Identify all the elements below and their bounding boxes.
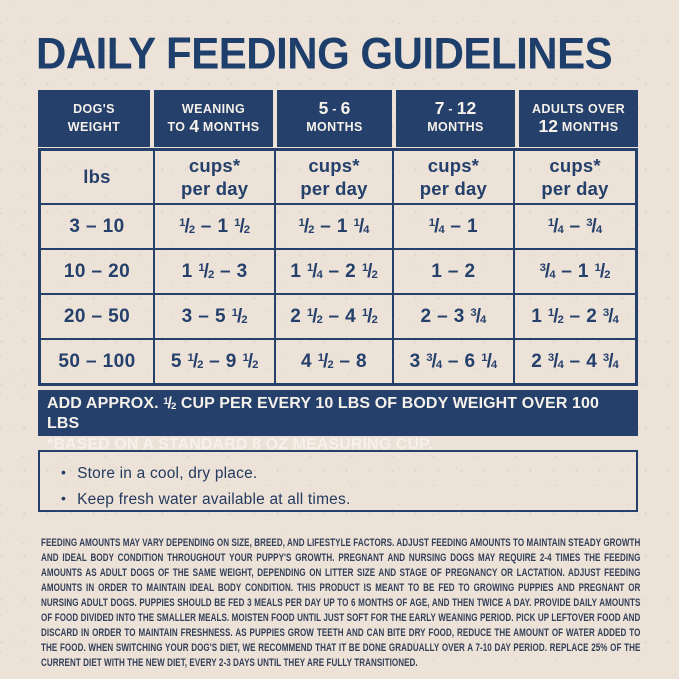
amount-cell: 1/4 – 3/4 <box>513 203 638 250</box>
units-row: lbs cups* per day cups* per day cups* pe… <box>38 148 638 205</box>
table-row: 3 – 10 1/2 – 1 1/2 1/2 – 1 1/4 1/4 – 1 1… <box>38 203 638 250</box>
cups-label: cups* <box>427 154 480 176</box>
list-item: • Keep fresh water available at all time… <box>61 487 626 513</box>
amount-cell: 2 1/2 – 4 1/2 <box>274 293 394 340</box>
table-row: 20 – 50 3 – 5 1/2 2 1/2 – 4 1/2 2 – 3 3/… <box>38 293 638 340</box>
tip-text: Keep fresh water available at all times. <box>77 490 351 508</box>
bullet-icon: • <box>61 489 67 506</box>
header-weaning-4-months: WEANING TO 4 MONTHS <box>154 90 273 147</box>
amount-cell: 3 – 5 1/2 <box>152 293 277 340</box>
header-line1: 5 - 6 <box>318 98 351 119</box>
header-5-6-months: 5 - 6 MONTHS <box>277 90 392 147</box>
unit-cell-cups: cups* per day <box>391 148 516 205</box>
header-line2: MONTHS <box>306 119 363 134</box>
header-line2: WEIGHT <box>67 119 121 134</box>
unit-cell-cups: cups* per day <box>513 148 638 205</box>
weight-cell: 3 – 10 <box>38 203 155 250</box>
amount-cell: 1 1/2 – 2 3/4 <box>513 293 638 340</box>
header-7-12-months: 7 - 12 MONTHS <box>396 90 515 147</box>
header-adults-over-12-months: ADULTS OVER 12 MONTHS <box>519 90 638 147</box>
amount-cell: 4 1/2 – 8 <box>274 338 394 386</box>
header-line2: TO 4 MONTHS <box>167 115 260 136</box>
per-day-label: per day <box>541 178 609 199</box>
cups-label: cups* <box>188 154 241 176</box>
footnote-bar: ADD APPROX. 1/2 CUP PER EVERY 10 LBS OF … <box>38 390 638 453</box>
cups-label: cups* <box>549 154 601 176</box>
per-day-label: per day <box>419 178 487 199</box>
amount-cell: 3 3/4 – 6 1/4 <box>391 338 516 386</box>
page-title: DAILY FEEDING GUIDELINES <box>36 28 613 78</box>
header-line1: 7 - 12 <box>434 98 477 119</box>
table-row: 10 – 20 1 1/2 – 3 1 1/4 – 2 1/2 1 – 2 3/… <box>38 248 638 295</box>
feeding-table: lbs cups* per day cups* per day cups* pe… <box>38 148 638 386</box>
unit-cell-cups: cups* per day <box>152 148 277 205</box>
header-line1: DOG'S <box>73 102 115 116</box>
header-line2: 12 MONTHS <box>538 115 619 136</box>
header-line1: WEANING <box>181 102 246 116</box>
tips-box: • Store in a cool, dry place. • Keep fre… <box>38 450 638 512</box>
unit-cell-lbs: lbs <box>38 148 155 205</box>
footnote-line2: *BASED ON A STANDARD 8 OZ MEASURING CUP. <box>47 435 433 453</box>
amount-cell: 1/4 – 1 <box>391 203 516 250</box>
weight-cell: 10 – 20 <box>38 248 155 295</box>
weight-cell: 20 – 50 <box>38 293 155 340</box>
amount-cell: 1 1/4 – 2 1/2 <box>274 248 394 295</box>
table-row: 50 – 100 5 1/2 – 9 1/2 4 1/2 – 8 3 3/4 –… <box>38 338 638 386</box>
amount-cell: 1 1/2 – 3 <box>152 248 277 295</box>
bullet-icon: • <box>61 464 67 480</box>
header-line2: MONTHS <box>427 119 484 134</box>
footnote-line1: ADD APPROX. 1/2 CUP PER EVERY 10 LBS OF … <box>47 395 600 433</box>
table-header-row: DOG'S WEIGHT WEANING TO 4 MONTHS 5 - 6 M… <box>38 90 638 147</box>
header-dogs-weight: DOG'S WEIGHT <box>38 90 150 147</box>
amount-cell: 1 – 2 <box>391 248 516 295</box>
per-day-label: per day <box>300 178 368 199</box>
unit-cell-cups: cups* per day <box>274 148 394 205</box>
list-item: • Store in a cool, dry place. <box>61 461 626 487</box>
amount-cell: 2 – 3 3/4 <box>391 293 516 340</box>
amount-cell: 2 3/4 – 4 3/4 <box>513 338 638 386</box>
amount-cell: 5 1/2 – 9 1/2 <box>152 338 277 386</box>
fine-print-paragraph: FEEDING AMOUNTS MAY VARY DEPENDING ON SI… <box>41 537 641 669</box>
cups-label: cups* <box>308 154 360 176</box>
per-day-label: per day <box>181 178 249 199</box>
amount-cell: 1/2 – 1 1/4 <box>274 203 394 250</box>
weight-cell: 50 – 100 <box>38 338 155 386</box>
amount-cell: 1/2 – 1 1/2 <box>152 203 277 250</box>
tip-text: Store in a cool, dry place. <box>77 465 258 482</box>
amount-cell: 3/4 – 1 1/2 <box>513 248 638 295</box>
header-line1: ADULTS OVER <box>531 102 626 116</box>
